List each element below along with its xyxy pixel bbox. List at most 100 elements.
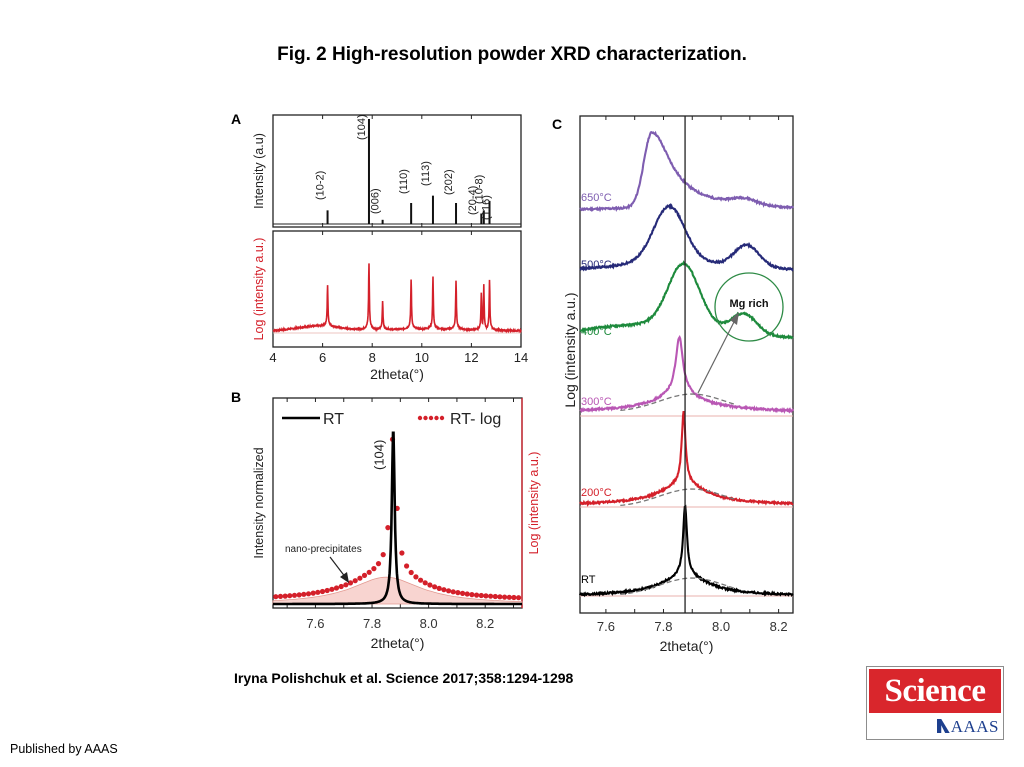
x-tick-label: 8.2 xyxy=(476,616,494,631)
rt-log-point xyxy=(497,594,503,600)
science-logo[interactable]: Science AAAS xyxy=(866,666,1004,740)
rt-log-point xyxy=(333,585,340,591)
legend-rt-log-swatch-dot xyxy=(428,415,434,421)
rt-log-point xyxy=(366,569,372,575)
rt-log-point xyxy=(478,592,484,599)
panel-label-b: B xyxy=(231,389,241,405)
figure-title: Fig. 2 High-resolution powder XRD charac… xyxy=(277,44,747,65)
rt-log-point xyxy=(413,574,419,580)
mg-rich-circle xyxy=(714,272,784,342)
peak-label: (10-8) xyxy=(473,175,485,204)
log-intensity-trace xyxy=(272,263,522,334)
rt-log-point xyxy=(441,587,447,593)
rt-log-point xyxy=(511,594,517,601)
peak-label: (113) xyxy=(420,161,432,186)
mg-rich-arrow-shaft xyxy=(697,319,736,394)
x-tick-label: 7.6 xyxy=(597,619,615,634)
rt-log-point xyxy=(361,572,368,579)
rt-log-point xyxy=(418,577,424,583)
rt-trace xyxy=(273,431,522,606)
rt-log-point xyxy=(469,592,475,598)
rt-log-point xyxy=(357,575,363,581)
peak-label: (20-4) xyxy=(467,186,479,215)
series-label: 300°C xyxy=(581,396,612,408)
y-axis-label-log: Log (intensity a.u.) xyxy=(252,238,266,341)
aaas-mark-icon xyxy=(936,719,950,733)
peak-label: (10-2) xyxy=(315,171,327,200)
x-tick-label: 4 xyxy=(269,350,276,365)
rt-log-point xyxy=(287,593,293,599)
x-tick-label: 8 xyxy=(369,350,376,365)
x-tick-label: 8.0 xyxy=(420,616,438,631)
x-axis-label: 2theta(°) xyxy=(660,638,714,654)
rt-log-point xyxy=(273,594,279,600)
rt-log-point xyxy=(422,580,428,586)
nano-precipitates-annotation: nano-precipitates xyxy=(285,544,362,555)
rt-log-point xyxy=(488,593,494,599)
trace-400c xyxy=(579,260,794,340)
peak-label: (006) xyxy=(370,188,382,214)
legend-rt-log-swatch-dot xyxy=(417,415,423,421)
legend-rt-log-label: RT- log xyxy=(450,411,501,428)
rt-log-point xyxy=(450,589,456,595)
x-tick-label: 7.6 xyxy=(306,616,324,631)
series-label: 500°C xyxy=(581,259,612,271)
rt-log-point xyxy=(464,591,470,597)
rt-log-point xyxy=(380,552,386,558)
panel-label-c: C xyxy=(552,116,562,132)
rt-log-point xyxy=(319,588,326,595)
x-tick-label: 10 xyxy=(415,350,429,365)
rt-log-point xyxy=(474,592,480,598)
broad-component-dashed xyxy=(620,488,736,507)
aaas-text: AAAS xyxy=(950,717,999,736)
panel-a-bottom-frame xyxy=(272,230,522,348)
rt-log-point xyxy=(455,590,461,596)
rt-log-point xyxy=(310,590,316,596)
rt-log-point xyxy=(427,582,433,588)
series-label: 200°C xyxy=(581,487,612,499)
rt-log-point xyxy=(324,587,330,594)
trace-rt xyxy=(579,504,794,598)
rt-log-point xyxy=(352,578,358,584)
rt-log-point xyxy=(399,550,405,556)
rt-log-point xyxy=(347,580,354,586)
trace-500c xyxy=(579,202,794,272)
aaas-wordmark: AAAS xyxy=(867,715,999,739)
publisher-note: Published by AAAS xyxy=(10,742,118,756)
nano-precipitate-fill xyxy=(272,576,523,605)
panel-a-top-frame xyxy=(272,114,522,228)
x-tick-label: 14 xyxy=(514,350,528,365)
science-wordmark: Science xyxy=(869,669,1001,713)
panel-c: 7.6 7.8 8.0 8.2 2theta(°) Log (intensity a.u.… xyxy=(562,115,794,654)
rt-log-point xyxy=(460,590,466,597)
rt-log-point xyxy=(506,594,512,600)
y-axis-label-linear: Intensity (a.u) xyxy=(252,133,266,209)
mg-rich-arrow-head xyxy=(730,312,739,325)
trace-650c xyxy=(579,130,794,213)
legend-rt-log-swatch-dot xyxy=(439,415,445,421)
rt-log-point xyxy=(296,592,302,598)
legend-rt-label: RT xyxy=(323,411,344,428)
rt-log-point xyxy=(371,566,377,572)
mg-rich-label: Mg rich xyxy=(729,298,768,310)
series-label: 650°C xyxy=(581,192,612,204)
annotation-arrow-head xyxy=(340,572,349,583)
peak-label: (116) xyxy=(481,195,493,220)
x-tick-label: 7.8 xyxy=(363,616,381,631)
annotation-arrow-shaft xyxy=(329,556,347,579)
rt-log-point xyxy=(338,583,344,590)
rt-log-point xyxy=(291,592,298,598)
citation: Iryna Polishchuk et al. Science 2017;358… xyxy=(234,670,574,686)
panel-c-frame xyxy=(579,115,794,614)
legend-rt-log-swatch-dot xyxy=(434,415,439,421)
broad-component-dashed xyxy=(620,393,736,412)
peak-label: (104) xyxy=(356,114,368,140)
rt-log-point xyxy=(282,593,288,599)
rt-log-point xyxy=(446,588,452,594)
rt-log-point xyxy=(502,594,508,600)
rt-log-point xyxy=(315,589,321,595)
x-tick-label: 8.2 xyxy=(770,619,788,634)
rt-log-point xyxy=(404,563,410,569)
peak-label: (110) xyxy=(398,169,410,194)
